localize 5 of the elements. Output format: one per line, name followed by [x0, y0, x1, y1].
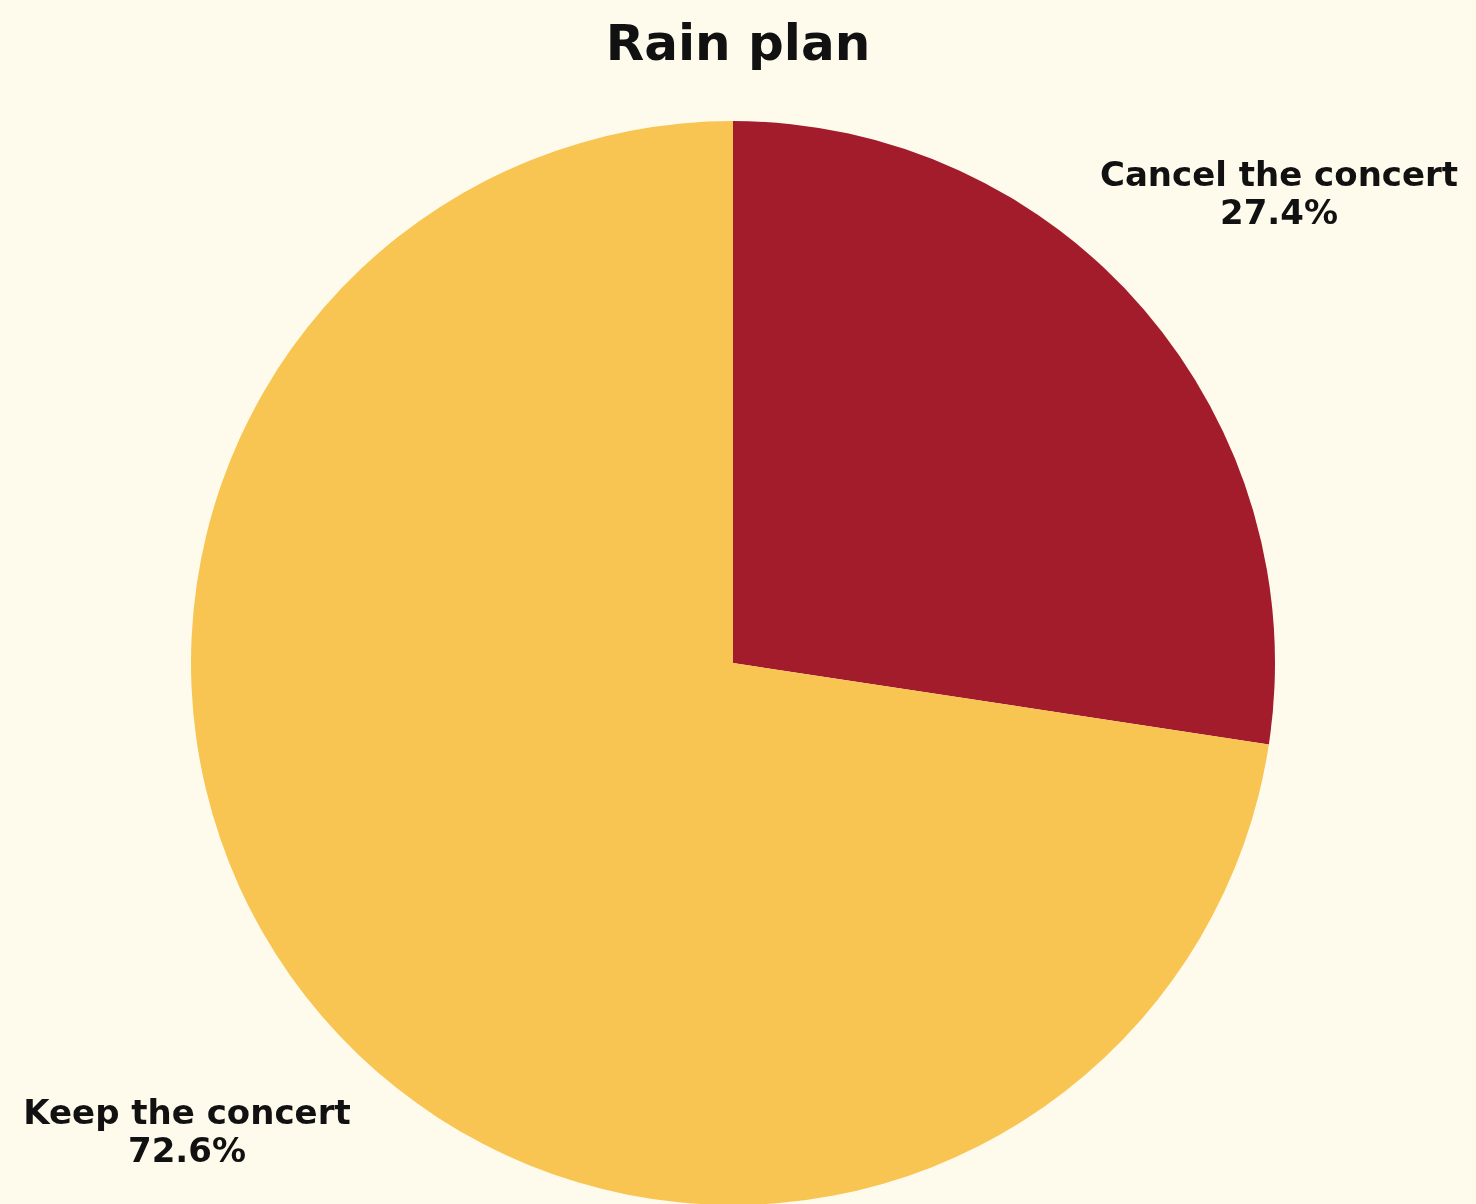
data-label: 72.6%: [128, 1130, 246, 1171]
slice-label: Cancel the concert: [1099, 153, 1459, 194]
chart-title: Rain plan: [605, 14, 871, 72]
slice-label: Keep the concert: [23, 1092, 351, 1133]
data-label: 27.4%: [1220, 191, 1339, 232]
